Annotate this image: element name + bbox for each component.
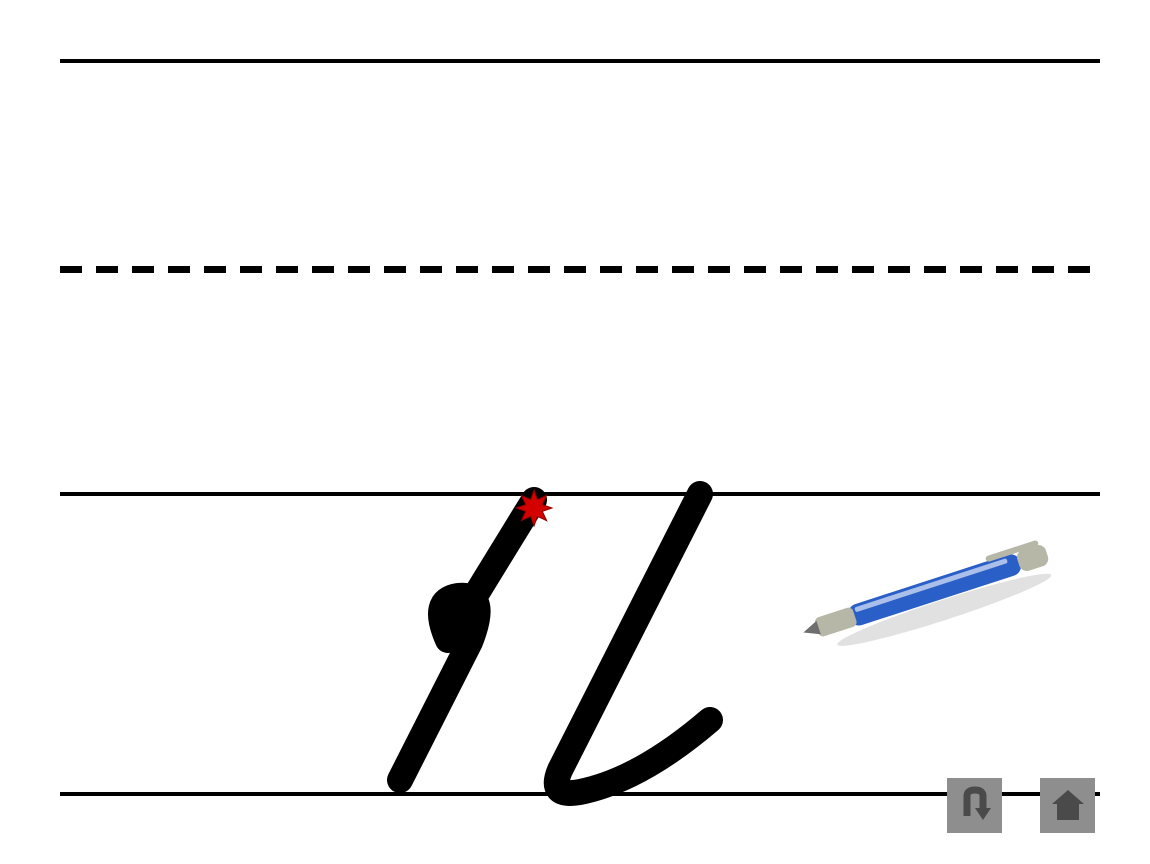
cursive-letter xyxy=(0,0,1150,864)
back-button[interactable]: Back xyxy=(947,778,1002,833)
handwriting-practice-canvas: Back Home xyxy=(0,0,1150,864)
pen-icon xyxy=(778,522,1078,662)
home-button[interactable]: Home xyxy=(1040,778,1095,833)
